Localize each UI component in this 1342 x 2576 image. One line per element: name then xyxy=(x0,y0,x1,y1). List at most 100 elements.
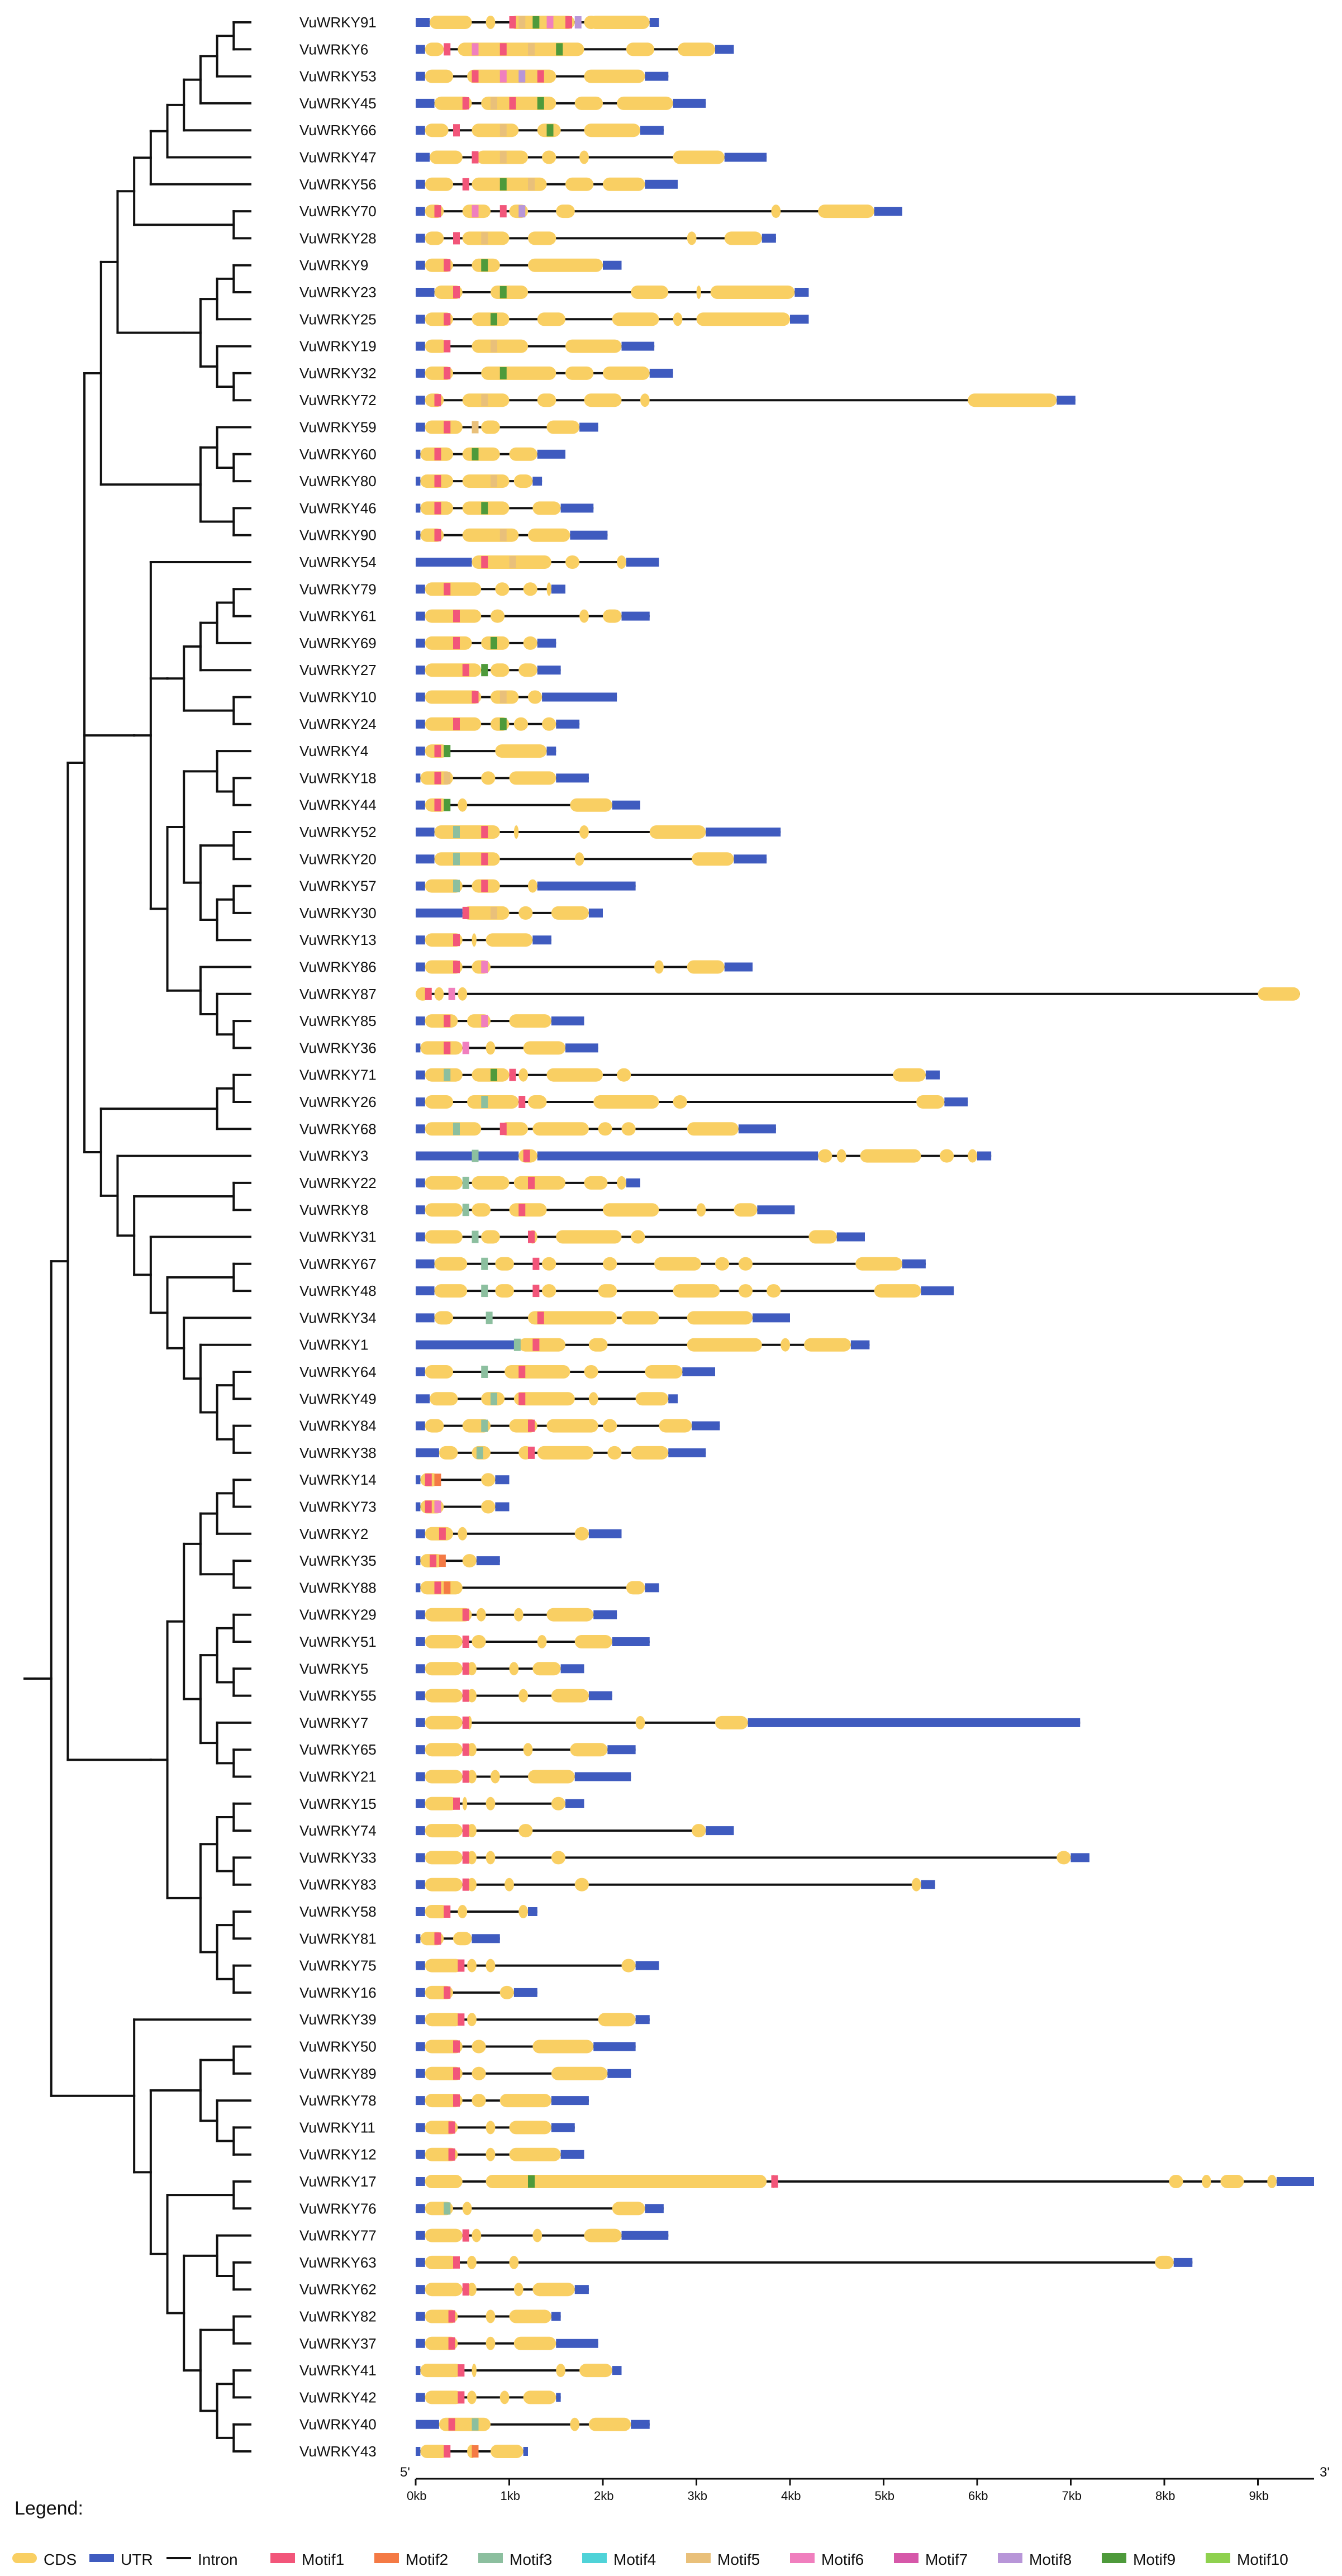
gene-row: VuWRKY9 xyxy=(299,257,622,274)
motif-1-mark xyxy=(453,2040,460,2053)
gene-label: VuWRKY7 xyxy=(299,1714,368,1731)
cds-segment xyxy=(1057,1851,1071,1865)
utr-segment xyxy=(612,2366,622,2375)
utr-segment xyxy=(546,747,556,756)
cds-segment xyxy=(617,555,626,569)
utr-segment xyxy=(565,1043,598,1053)
utr-segment xyxy=(874,207,902,216)
motif-9-mark xyxy=(481,259,488,272)
cds-segment xyxy=(518,1338,565,1352)
legend-item-m6: Motif6 xyxy=(790,2551,864,2568)
motif-5-mark xyxy=(444,772,451,785)
utr-segment xyxy=(416,72,425,81)
gene-label: VuWRKY12 xyxy=(299,2146,377,2163)
cds-segment xyxy=(724,231,762,245)
cds-segment xyxy=(513,1392,575,1406)
cds-segment xyxy=(574,96,603,110)
utr-segment xyxy=(416,1988,425,1997)
gene-label: VuWRKY37 xyxy=(299,2335,377,2352)
utr-segment xyxy=(724,153,767,162)
motif-3-mark xyxy=(453,1123,460,1135)
gene-label: VuWRKY88 xyxy=(299,1579,377,1596)
cds-segment xyxy=(425,1824,463,1838)
utr-segment xyxy=(416,1016,425,1026)
gene-label: VuWRKY68 xyxy=(299,1120,377,1137)
motif-1-mark xyxy=(462,1662,469,1675)
gene-label: VuWRKY48 xyxy=(299,1282,377,1299)
gene-row: VuWRKY79 xyxy=(299,581,565,597)
gene-row: VuWRKY36 xyxy=(299,1039,598,1056)
utr-segment xyxy=(416,584,425,594)
motif-1-mark xyxy=(462,906,469,919)
gene-label: VuWRKY49 xyxy=(299,1390,377,1407)
motif-1-mark xyxy=(462,1636,469,1648)
gene-row: VuWRKY60 xyxy=(299,446,565,463)
utr-segment xyxy=(607,1745,636,1755)
cds-segment xyxy=(420,2364,463,2378)
motif-1-mark xyxy=(472,70,479,83)
motif-5-mark xyxy=(518,16,526,28)
cds-segment xyxy=(467,1878,477,1891)
motif-1-mark xyxy=(458,2364,465,2377)
motif-8-mark xyxy=(518,205,526,218)
utr-segment xyxy=(416,260,425,270)
cds-segment xyxy=(425,1014,458,1028)
gene-label: VuWRKY31 xyxy=(299,1229,377,1246)
cds-segment xyxy=(467,1662,477,1676)
gene-label: VuWRKY76 xyxy=(299,2200,377,2217)
cds-segment xyxy=(556,205,575,218)
utr-segment xyxy=(416,1826,425,1836)
cds-segment xyxy=(537,312,565,326)
cds-segment xyxy=(467,2390,477,2404)
gene-label: VuWRKY1 xyxy=(299,1337,368,1353)
motif-1-mark xyxy=(462,1851,469,1864)
gene-row: VuWRKY32 xyxy=(299,365,673,382)
cds-segment xyxy=(439,1446,458,1460)
utr-segment xyxy=(416,1367,425,1376)
cds-segment xyxy=(570,2417,580,2431)
gene-row: VuWRKY80 xyxy=(299,473,542,489)
cds-segment xyxy=(556,2364,565,2378)
cds-segment xyxy=(513,825,519,839)
cds-segment xyxy=(579,2364,612,2378)
utr-segment xyxy=(532,477,542,486)
cds-segment xyxy=(481,1500,496,1514)
cds-segment xyxy=(499,1122,528,1136)
utr-segment xyxy=(551,1016,584,1026)
cds-segment xyxy=(462,906,510,920)
cds-segment xyxy=(481,1230,500,1244)
utr-segment xyxy=(416,1394,430,1404)
gene-label: VuWRKY62 xyxy=(299,2281,377,2298)
cds-segment xyxy=(598,1122,612,1136)
cds-segment xyxy=(579,609,589,623)
motif-3-mark xyxy=(472,1230,479,1243)
gene-row: VuWRKY91 xyxy=(299,14,659,31)
motif-3-mark xyxy=(462,1176,469,1189)
gene-row: VuWRKY85 xyxy=(299,1013,584,1029)
utr-segment xyxy=(1057,396,1075,405)
gene-label: VuWRKY89 xyxy=(299,2065,377,2082)
gene-row: VuWRKY68 xyxy=(299,1120,776,1137)
gene-label: VuWRKY8 xyxy=(299,1201,368,1218)
gene-label: VuWRKY13 xyxy=(299,931,377,948)
cds-segment xyxy=(430,150,463,164)
motif-1-mark xyxy=(499,205,507,218)
gene-row: VuWRKY30 xyxy=(299,905,603,921)
motif-1-mark xyxy=(462,1716,469,1729)
cds-segment xyxy=(472,2228,482,2242)
gene-label: VuWRKY61 xyxy=(299,608,377,625)
cds-segment xyxy=(523,2390,556,2404)
motif-1-mark xyxy=(453,2094,460,2107)
utr-segment xyxy=(603,260,622,270)
motif-9-mark xyxy=(481,502,488,515)
gene-row: VuWRKY82 xyxy=(299,2308,561,2325)
legend-label: Motif10 xyxy=(1237,2551,1288,2568)
motif-1-mark xyxy=(453,636,460,649)
utr-segment xyxy=(645,72,669,81)
gene-row: VuWRKY31 xyxy=(299,1229,865,1246)
utr-segment xyxy=(416,153,430,162)
cds-segment xyxy=(518,663,537,677)
gene-label: VuWRKY17 xyxy=(299,2173,377,2190)
cds-segment xyxy=(458,798,468,812)
legend-item-m8: Motif8 xyxy=(998,2551,1072,2568)
